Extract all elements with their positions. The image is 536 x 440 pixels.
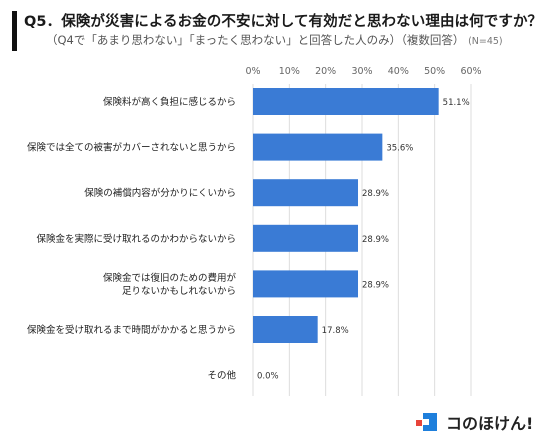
x-tick-label: 40% xyxy=(388,66,409,77)
data-label: 35.6% xyxy=(386,144,413,154)
bar xyxy=(253,270,359,298)
chart-subtitle: （Q4で「あまり思わない」「まったく思わない」と回答した人のみ）（複数回答） (… xyxy=(46,32,503,48)
data-label: 0.0% xyxy=(257,372,279,382)
data-label: 51.1% xyxy=(443,98,470,108)
brand-name: コのほけん! xyxy=(446,414,534,433)
title-accent-bar xyxy=(12,11,17,51)
category-label: 保険金を実際に受け取れるのかわからないから xyxy=(36,233,236,245)
bar xyxy=(253,179,359,207)
page-title: Q5．保険が災害によるお金の不安に対して有効だと思わない理由は何ですか？ xyxy=(24,14,536,30)
category-label: その他 xyxy=(207,370,236,382)
data-label: 28.9% xyxy=(362,280,389,290)
data-label: 28.9% xyxy=(362,235,389,245)
subtitle-text: （Q4で「あまり思わない」「まったく思わない」と回答した人のみ）（複数回答） xyxy=(46,33,465,47)
x-tick-label: 30% xyxy=(351,66,372,77)
x-tick-label: 0% xyxy=(245,66,260,77)
category-label: 保険では全ての被害がカバーされないと思うから xyxy=(27,142,236,154)
brand-logo: コのほけん! xyxy=(416,410,533,434)
category-label: 保険料が高く負担に感じるから xyxy=(103,96,236,108)
sample-size-note: (N=45) xyxy=(468,36,503,47)
bar xyxy=(253,224,359,252)
brand-logo-icon xyxy=(416,411,440,433)
category-label: 保険金では復旧のための費用が xyxy=(103,272,237,284)
x-tick-label: 50% xyxy=(424,66,445,77)
category-label: 保険金を受け取れるまで時間がかかると思うから xyxy=(27,324,236,336)
bar xyxy=(253,88,439,115)
data-label: 28.9% xyxy=(362,189,389,199)
bar xyxy=(253,133,383,161)
x-tick-label: 60% xyxy=(460,66,481,77)
bar xyxy=(253,316,318,343)
x-tick-label: 10% xyxy=(279,66,300,77)
x-tick-label: 20% xyxy=(315,66,336,77)
category-label: 足りないかもしれないから xyxy=(122,286,236,297)
category-label: 保険の補償内容が分かりにくいから xyxy=(84,187,236,199)
data-label: 17.8% xyxy=(322,326,349,336)
